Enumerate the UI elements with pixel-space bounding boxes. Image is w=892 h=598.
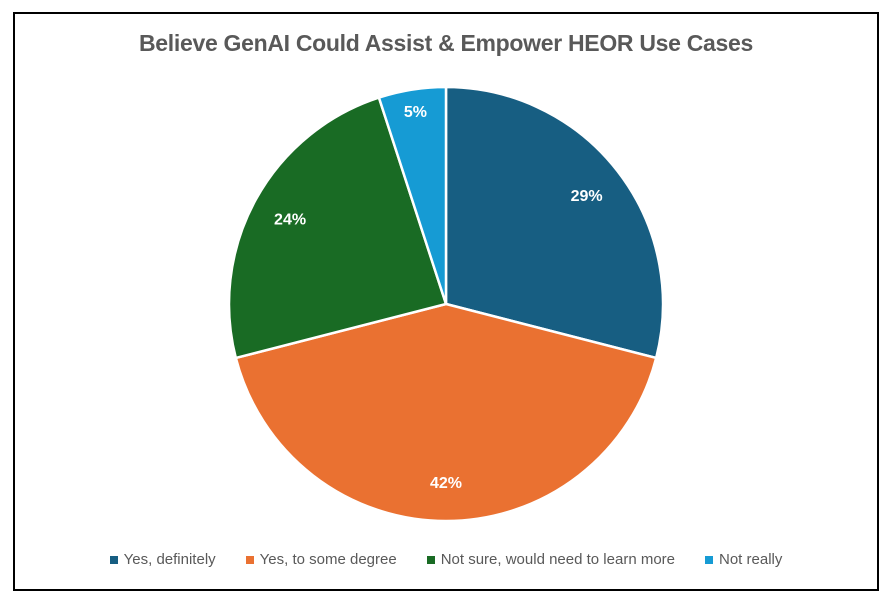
pie-slice-not-sure bbox=[227, 96, 448, 360]
chart-title: Believe GenAI Could Assist & Empower HEO… bbox=[139, 30, 753, 56]
legend-label: Yes, to some degree bbox=[259, 551, 397, 568]
legend-item-not-really: Not really bbox=[705, 551, 782, 568]
legend-swatch bbox=[705, 555, 713, 564]
data-label-yes-definitely: 29% bbox=[571, 188, 603, 205]
pie-slice-yes-some-degree bbox=[234, 302, 658, 523]
pie-slice-not-really bbox=[377, 85, 448, 306]
legend-item-yes-definitely: Yes, definitely bbox=[109, 551, 216, 568]
legend-swatch bbox=[426, 555, 435, 564]
legend-label: Not sure, would need to learn more bbox=[440, 551, 675, 568]
legend-swatch bbox=[109, 555, 118, 564]
legend-label: Yes, definitely bbox=[123, 551, 216, 568]
legend-item-not-sure: Not sure, would need to learn more bbox=[426, 551, 675, 568]
data-label-not-really: 5% bbox=[404, 104, 427, 121]
data-label-not-sure: 24% bbox=[274, 211, 306, 228]
chart-legend: Yes, definitely Yes, to some degree Not … bbox=[0, 551, 892, 568]
legend-label: Not really bbox=[719, 551, 783, 568]
legend-item-yes-some-degree: Yes, to some degree bbox=[245, 551, 397, 568]
data-label-yes-some-degree: 42% bbox=[430, 475, 462, 492]
legend-swatch bbox=[245, 555, 254, 564]
pie-slice-yes-definitely bbox=[444, 85, 665, 360]
